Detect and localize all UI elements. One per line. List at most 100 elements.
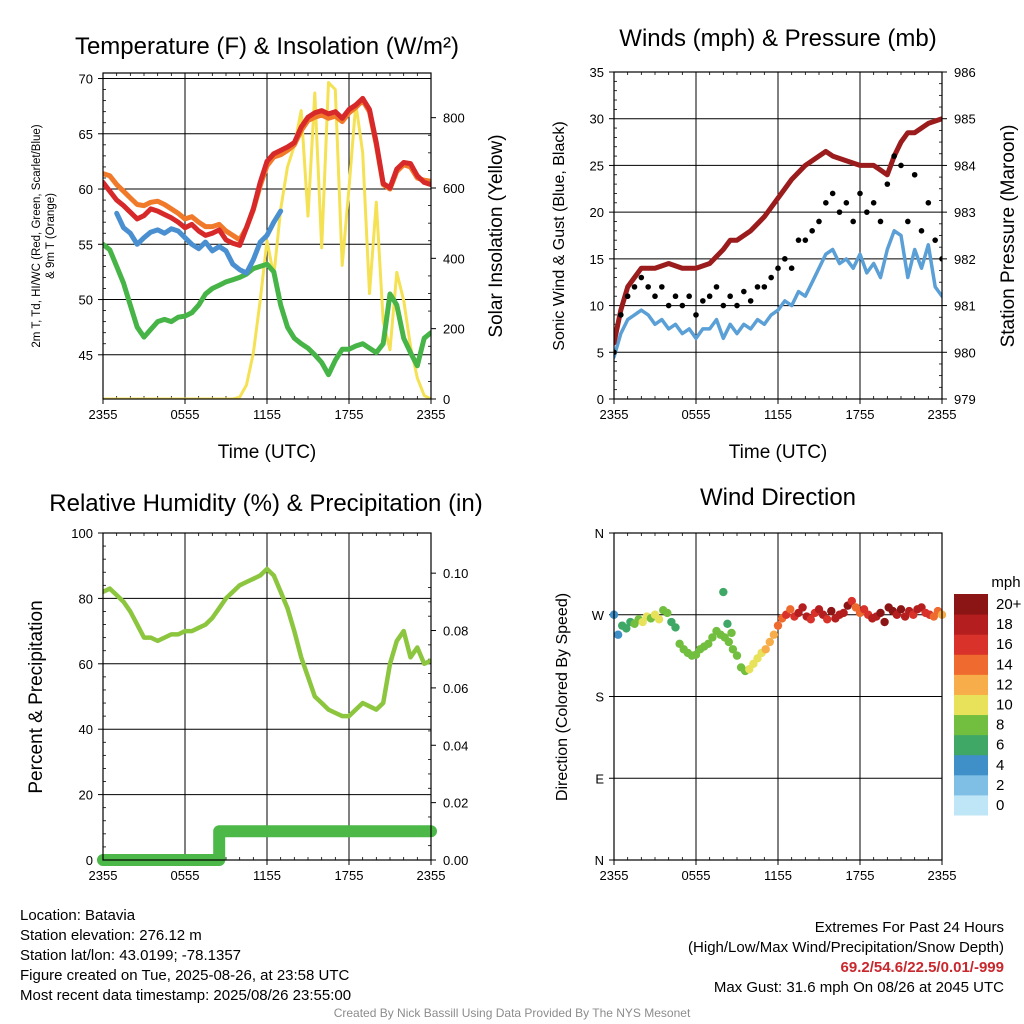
temperature-plot-frame [102,72,432,400]
direction-point [728,645,738,654]
winds-y2-tick-label: 984 [954,158,976,173]
direction-point [806,615,815,624]
credit-text: Created By Nick Bassill Using Data Provi… [333,1006,691,1020]
direction-point [847,596,856,606]
direction-y-tick-label: W [592,608,605,623]
humidity-y-tick-label: 60 [79,657,93,672]
winds-y-tick-label: 5 [597,345,604,360]
humidity-panel: 2355 0555 1155 1755 23550204060801000.000.02… [26,490,483,883]
latlon-text: Station lat/lon: 43.0199; -78.1357 [20,947,242,964]
winds-gust-point [706,293,713,300]
winds-y2-axis-label: Station Pressure (Maroon) [998,125,1019,348]
humidity-y2-tick-label: 0.06 [443,681,468,696]
humidity-series-relative-humidity [103,566,431,719]
humidity-plot-frame [102,532,432,861]
direction-point [663,608,672,618]
temperature-series-2m-td [103,241,431,378]
temperature-series-group [103,81,431,399]
direction-point [671,623,680,632]
winds-gust-point [905,218,911,225]
winds-y-tick-label: 35 [590,65,604,80]
winds-gust-point [727,293,733,300]
direction-point [896,605,906,614]
winds-gust-point [679,302,686,309]
winds-gust-point [788,265,795,272]
winds-gust-point [747,298,754,304]
direction-y-tick-label: S [595,690,604,705]
winds-series-group [614,116,942,359]
winds-y-tick-label: 10 [590,299,604,314]
winds-gust-point [761,284,768,290]
colorbar-label: 14 [996,656,1013,673]
winds-gust-point [618,312,624,318]
winds-x-tick-label: 1755 [846,407,875,422]
direction-x-tick-label: 2355 [600,868,629,883]
winds-plot-frame [613,71,943,400]
winds-gust-point [795,237,802,243]
winds-gust-point [720,302,727,309]
temperature-x-tick-label: 1155 [253,407,281,422]
temperature-series-solar-insolation [103,81,431,399]
direction-x-tick-label: 0555 [682,868,711,883]
temperature-y-tick-label: 60 [79,182,93,197]
winds-gust-point [857,190,863,197]
winds-gust-point [918,228,925,234]
colorbar-swatch [954,774,988,796]
humidity-y-tick-label: 40 [79,722,93,737]
colorbar-label: 12 [996,676,1013,693]
colorbar-label: 16 [996,636,1013,653]
direction-plot-frame [613,532,943,861]
winds-y-tick-label: 30 [590,112,604,127]
colorbar-label: 8 [996,717,1004,734]
temperature-y2-tick-label: 800 [443,111,465,126]
direction-point [773,621,783,630]
direction-point [769,630,779,639]
colorbar-swatch [954,734,988,756]
temperature-y-tick-label: 50 [79,293,93,308]
winds-chart-title: Winds (mph) & Pressure (mb) [619,25,936,52]
winds-gust-point [829,190,836,197]
humidity-y2-tick-label: 0.08 [443,624,468,639]
winds-gust-point [754,284,761,290]
colorbar-label: 10 [996,697,1013,714]
winds-x-axis-label: Time (UTC) [729,442,828,463]
direction-points-group [609,587,947,676]
humidity-y-tick-label: 100 [71,526,93,541]
colorbar-label: 4 [996,757,1004,774]
winds-gust-point [836,209,843,215]
winds-gust-point [816,218,822,225]
winds-y-tick-label: 25 [590,158,604,173]
temperature-x-tick-label: 2355 [89,407,118,422]
winds-gust-point [864,209,870,215]
winds-gust-point [809,228,815,234]
winds-gust-point [884,181,891,187]
humidity-y2-tick-label: 0.04 [443,738,468,753]
colorbar-label: 2 [996,777,1004,794]
temperature-x-tick-label: 1755 [335,407,364,422]
winds-x-tick-label: 0555 [682,407,711,422]
humidity-y-tick-label: 0 [86,853,93,868]
winds-y2-tick-label: 983 [954,205,976,220]
winds-gust-point [652,293,658,300]
direction-point [622,624,631,633]
rh-clip-group [103,566,431,719]
winds-gust-point [925,200,932,206]
winds-gust-point [782,256,788,262]
winds-x-tick-label: 1155 [764,407,792,422]
colorbar-label: 6 [996,737,1004,754]
direction-point [827,606,836,616]
winds-gust-point [693,312,699,318]
colorbar-label: 18 [996,616,1013,633]
temperature-y2-axis-label: Solar Insolation (Yellow) [486,134,507,337]
humidity-y-tick-label: 20 [79,788,93,803]
temperature-y-axis-label-line: & 9m T (Orange) [45,193,57,279]
direction-point [732,651,742,660]
direction-point [880,617,889,627]
winds-gust-point [898,162,904,169]
winds-y-tick-label: 0 [597,392,604,407]
winds-gust-point [638,274,645,281]
colorbar-swatch [954,714,988,736]
colorbar-label: 20+ [996,596,1022,613]
winds-gust-point [631,284,638,290]
